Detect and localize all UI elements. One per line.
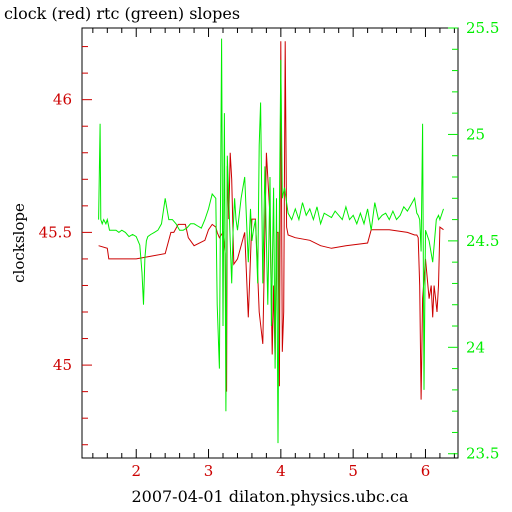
x-tick-label: 5 <box>348 462 358 480</box>
y-right-tick-label: 24.5 <box>466 232 499 250</box>
y-axis-label: clockslope <box>10 203 28 283</box>
y-left-tick-label: 45 <box>53 356 72 374</box>
y-right-tick-label: 25 <box>466 125 485 143</box>
chart-title: clock (red) rtc (green) slopes <box>4 4 240 23</box>
x-tick-label: 2 <box>131 462 141 480</box>
y-right-tick-label: 23.5 <box>466 445 499 463</box>
axis-ticks <box>82 27 458 458</box>
x-tick-label: 3 <box>204 462 214 480</box>
y-left-tick-label: 46 <box>53 91 72 109</box>
plot-frame <box>81 27 459 459</box>
y-right-tick-label: 24 <box>466 338 485 356</box>
x-tick-label: 6 <box>421 462 431 480</box>
x-tick-label: 4 <box>276 462 286 480</box>
y-left-tick-label: 45.5 <box>39 223 72 241</box>
series-layer <box>98 38 444 444</box>
series-line-rtc <box>98 38 444 444</box>
y-right-tick-label: 25.5 <box>466 19 499 37</box>
x-axis-label: 2007-04-01 dilaton.physics.ubc.ca <box>131 487 409 506</box>
